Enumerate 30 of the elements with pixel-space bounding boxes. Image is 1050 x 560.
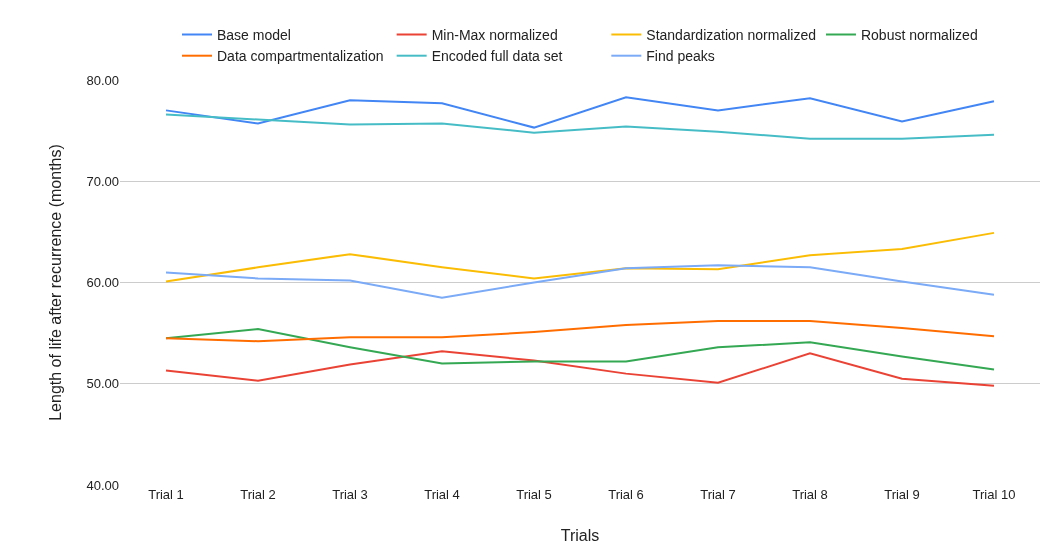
y-tick-label: 70.00: [86, 173, 119, 189]
x-axis-title: Trials: [560, 526, 600, 544]
x-tick-label: Trial 2: [240, 487, 276, 502]
legend-label: Data compartmentalization: [217, 48, 384, 65]
line-series: [165, 350, 995, 387]
x-tick-label: Trial 1: [148, 487, 184, 502]
legend-label: Min-Max normalized: [431, 26, 558, 43]
y-tick-label: 40.00: [86, 477, 119, 493]
x-tick-label: Trial 5: [516, 487, 552, 502]
line-series: [165, 96, 995, 129]
line-series: [165, 113, 995, 140]
line-series: [165, 264, 995, 299]
y-tick-label: 50.00: [86, 376, 119, 392]
y-tick-label: 80.00: [86, 72, 119, 88]
line-series: [165, 231, 995, 283]
x-tick-label: Trial 4: [424, 487, 460, 502]
x-tick-label: Trial 10: [972, 487, 1016, 502]
legend-label: Encoded full data set: [431, 48, 563, 65]
x-tick-label: Trial 6: [608, 487, 644, 502]
legend-label: Base model: [217, 26, 291, 43]
x-tick-label: Trial 9: [884, 487, 920, 502]
legend-label: Robust normalized: [860, 26, 978, 43]
x-tick-label: Trial 7: [700, 487, 736, 502]
legend-label: Standardization normalized: [646, 26, 816, 43]
y-axis-title: Length of life after recurrence (months): [47, 144, 65, 421]
legend-label: Find peaks: [646, 48, 715, 65]
line-series: [165, 319, 995, 343]
y-tick-label: 60.00: [86, 275, 119, 291]
x-tick-label: Trial 3: [332, 487, 368, 502]
x-tick-label: Trial 8: [792, 487, 828, 502]
